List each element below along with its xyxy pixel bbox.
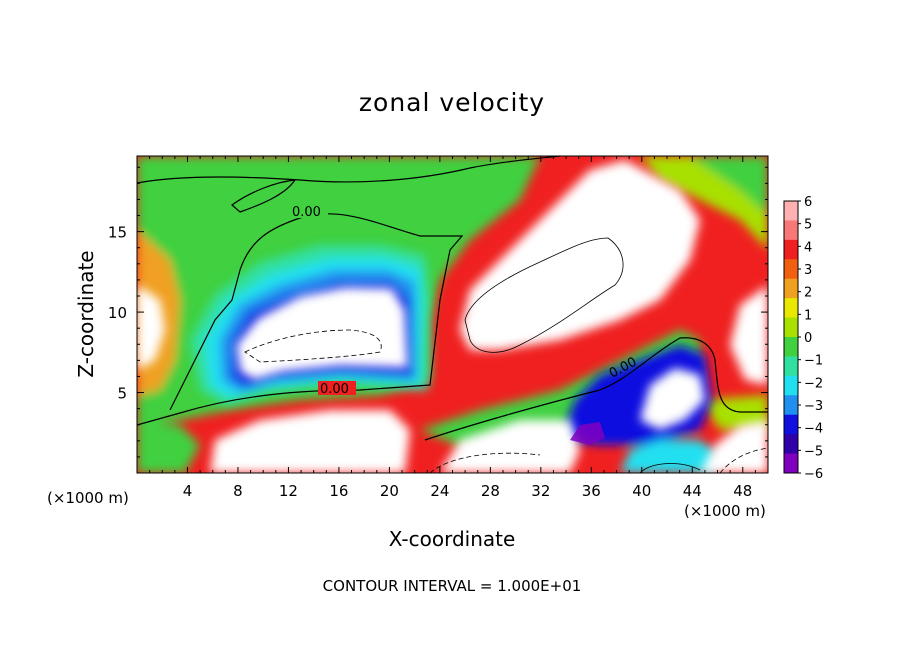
colorbar-swatch	[784, 278, 798, 299]
field-green-bottom-left	[137, 420, 200, 473]
field-core-upper-right	[460, 160, 700, 350]
colorbar-swatch	[784, 337, 798, 357]
contour-lines	[136, 155, 769, 474]
field-core-lower-right-bubble	[640, 368, 705, 430]
contour-label: 0.00	[292, 205, 321, 220]
colorbar-swatch	[784, 356, 798, 377]
contour-zero-lower-right	[424, 337, 768, 441]
x-tick-label: 4	[183, 482, 193, 500]
x-unit-label-left: (×1000 m)	[47, 489, 129, 507]
x-unit-label-right: (×1000 m)	[684, 502, 766, 520]
x-tick-label: 28	[481, 482, 500, 500]
colorbar-swatch	[784, 395, 798, 416]
field-green-right-top	[690, 156, 768, 215]
colorbar-label: 1	[804, 308, 812, 323]
x-axis-ticks: 4 8 12 16 20 24 28 32 36 40 44 48	[149, 156, 756, 500]
y-tick-label: 15	[108, 224, 127, 242]
colorbar-swatch	[784, 298, 798, 319]
colorbar: 6 5 4 3 2 1 0 −1 −2 −3 −4 −5 −6	[783, 195, 823, 482]
colorbar-swatch	[784, 375, 798, 396]
contour-negative-left	[244, 329, 382, 363]
field-purple-spot	[570, 422, 605, 445]
contour-zero-middle	[136, 213, 464, 426]
colorbar-label: −5	[804, 444, 823, 459]
colorbar-label: 4	[804, 240, 812, 255]
colorbar-label: 5	[804, 218, 812, 233]
contour-zero-upper	[136, 155, 561, 184]
contour-label: 0.00	[320, 382, 349, 397]
colorbar-swatch	[784, 434, 798, 455]
x-tick-label: 36	[582, 482, 601, 500]
colorbar-swatch	[784, 317, 798, 338]
field-core-bottom-middle	[210, 410, 410, 473]
field-green-right-edge	[700, 395, 768, 430]
contour-negative-bottom	[429, 447, 769, 474]
colorbar-swatch	[784, 201, 798, 221]
colorbar-label: 6	[804, 195, 812, 210]
y-tick-label: 5	[117, 385, 127, 403]
x-tick-label: 8	[233, 482, 243, 500]
colorbar-label: −2	[804, 376, 823, 391]
heatmap-field	[137, 156, 768, 473]
field-core-left-edge	[137, 285, 165, 370]
field-core-bottom-right-corner	[700, 420, 768, 473]
chart-title: zonal velocity	[358, 88, 546, 117]
x-tick-label: 32	[531, 482, 550, 500]
contour-zero-oval	[231, 179, 297, 213]
y-tick-label: 10	[108, 304, 127, 322]
colorbar-label: 0	[804, 331, 812, 346]
field-cyan-bottom	[620, 440, 720, 473]
contour-interval-note: CONTOUR INTERVAL = 1.000E+01	[322, 577, 582, 595]
colorbar-swatch	[784, 220, 798, 241]
colorbar-swatch	[784, 453, 798, 474]
y-axis-ticks: 5 10 15	[108, 166, 768, 458]
x-tick-label: 40	[632, 482, 651, 500]
field-core-right-edge	[730, 285, 768, 385]
colorbar-swatch	[784, 414, 798, 435]
x-tick-label: 44	[683, 482, 702, 500]
contour-bottom-arc	[639, 463, 701, 474]
field-core-left	[236, 287, 408, 380]
x-tick-label: 12	[279, 482, 298, 500]
colorbar-label: 2	[804, 286, 812, 301]
colorbar-label: 3	[804, 263, 812, 278]
x-tick-label: 16	[329, 482, 348, 500]
x-tick-label: 24	[430, 482, 449, 500]
colorbar-label: −6	[804, 467, 823, 482]
x-axis-label: X-coordinate	[388, 527, 516, 551]
colorbar-label: −1	[804, 354, 823, 369]
colorbar-swatch	[784, 239, 798, 260]
contour-positive-right	[464, 237, 624, 353]
colorbar-label: −3	[804, 399, 823, 414]
x-tick-label: 20	[380, 482, 399, 500]
colorbar-swatch	[784, 259, 798, 280]
colorbar-label: −4	[804, 422, 823, 437]
x-tick-label: 48	[733, 482, 752, 500]
field-core-bottom-right	[440, 420, 580, 473]
